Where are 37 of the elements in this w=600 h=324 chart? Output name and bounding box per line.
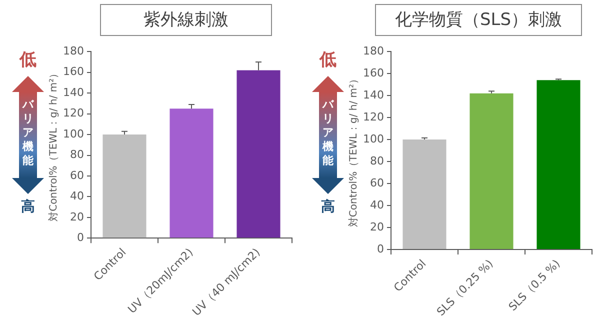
y-axis-title: 対Control%（TEWL：g/ h/ m²） [48,68,60,222]
y-tick-label: 60 [70,168,84,182]
bar [402,140,446,249]
text: 高 [320,198,336,216]
y-axis-title: 対Control%（TEWL：g/ h/ m²） [348,74,360,228]
text: 低 [318,49,338,71]
y-tick-label: 0 [376,242,384,256]
y-tick-label: 100 [62,127,84,140]
bar [102,134,146,238]
y-tick-label: 40 [70,190,84,203]
text: 高 [20,198,36,216]
text: バリア機能 [322,98,334,168]
y-tick-label: 40 [370,198,384,212]
bar [470,93,514,249]
y-tick-label: 180 [62,44,84,58]
y-tick-label: 140 [362,88,384,102]
y-tick-label: 100 [362,132,384,146]
y-tick-label: 180 [362,44,384,58]
bar [536,80,580,249]
y-tick-label: 120 [62,106,84,120]
y-tick-label: 0 [76,231,84,244]
y-tick-label: 120 [362,110,384,124]
y-tick-label: 20 [70,210,84,224]
chart-title: 紫外線刺激 [100,4,272,36]
y-tick-label: 20 [370,220,384,234]
y-tick-label: 160 [62,65,84,78]
y-tick-label: 140 [62,86,84,99]
y-tick-label: 80 [70,148,84,162]
y-tick-label: 160 [362,66,384,80]
chart-title: 化学物質（SLS）刺激 [375,4,582,36]
x-tick-label: SLS（0.5 %) [506,257,563,314]
bar [236,70,280,238]
y-tick-label: 60 [370,176,384,190]
bar [170,108,214,238]
y-tick-label: 80 [370,154,384,168]
text: バリア機能 [22,98,34,168]
text: 低 [18,49,38,71]
